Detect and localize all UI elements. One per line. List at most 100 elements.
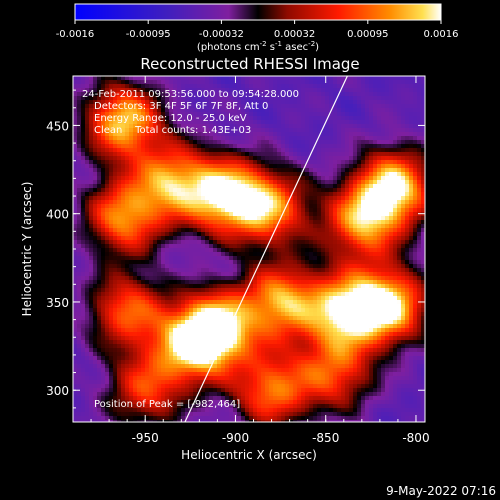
heatmap-cell xyxy=(321,256,325,260)
heatmap-cell xyxy=(313,104,317,108)
heatmap-cell xyxy=(137,136,141,140)
heatmap-cell xyxy=(81,156,85,160)
heatmap-cell xyxy=(285,192,289,196)
heatmap-cell xyxy=(93,120,97,124)
heatmap-cell xyxy=(337,164,341,168)
heatmap-cell xyxy=(233,284,237,288)
heatmap-cell xyxy=(153,168,157,172)
heatmap-cell xyxy=(229,188,233,192)
heatmap-cell xyxy=(165,256,169,260)
heatmap-cell xyxy=(393,184,397,188)
heatmap-cell xyxy=(365,136,369,140)
heatmap-cell xyxy=(249,152,253,156)
heatmap-cell xyxy=(185,148,189,152)
heatmap-cell xyxy=(381,188,385,192)
heatmap-cell xyxy=(237,144,241,148)
heatmap-cell xyxy=(161,232,165,236)
heatmap-cell xyxy=(209,84,213,88)
heatmap-cell xyxy=(193,80,197,84)
heatmap-cell xyxy=(301,172,305,176)
heatmap-cell xyxy=(213,188,217,192)
heatmap-cell xyxy=(193,108,197,112)
heatmap-cell xyxy=(185,120,189,124)
heatmap-cell xyxy=(229,84,233,88)
heatmap-cell xyxy=(389,272,393,276)
heatmap-cell xyxy=(381,216,385,220)
heatmap-cell xyxy=(405,196,409,200)
heatmap-cell xyxy=(357,224,361,228)
heatmap-cell xyxy=(377,248,381,252)
heatmap-cell xyxy=(293,88,297,92)
heatmap-cell xyxy=(357,168,361,172)
heatmap-cell xyxy=(321,296,325,300)
heatmap-cell xyxy=(173,268,177,272)
heatmap-cell xyxy=(121,76,125,80)
heatmap-cell xyxy=(157,252,161,256)
heatmap-cell xyxy=(97,184,101,188)
heatmap-cell xyxy=(297,264,301,268)
heatmap-cell xyxy=(309,120,313,124)
heatmap-cell xyxy=(381,180,385,184)
heatmap-cell xyxy=(177,120,181,124)
heatmap-cell xyxy=(85,100,89,104)
heatmap-cell xyxy=(261,292,265,296)
heatmap-cell xyxy=(217,160,221,164)
heatmap-cell xyxy=(253,156,257,160)
heatmap-cell xyxy=(73,184,77,188)
heatmap-cell xyxy=(257,176,261,180)
heatmap-cell xyxy=(241,180,245,184)
heatmap-cell xyxy=(405,176,409,180)
heatmap-cell xyxy=(145,228,149,232)
heatmap-cell xyxy=(89,172,93,176)
heatmap-cell xyxy=(273,108,277,112)
heatmap-cell xyxy=(97,168,101,172)
heatmap-cell xyxy=(145,240,149,244)
heatmap-cell xyxy=(205,152,209,156)
heatmap-cell xyxy=(325,124,329,128)
heatmap-cell xyxy=(201,268,205,272)
heatmap-cell xyxy=(245,84,249,88)
heatmap-cell xyxy=(281,92,285,96)
heatmap-cell xyxy=(185,236,189,240)
heatmap-cell xyxy=(93,224,97,228)
heatmap-cell xyxy=(413,172,417,176)
heatmap-cell xyxy=(257,228,261,232)
heatmap-cell xyxy=(117,156,121,160)
heatmap-cell xyxy=(281,288,285,292)
heatmap-cell xyxy=(205,164,209,168)
heatmap-cell xyxy=(401,112,405,116)
heatmap-cell xyxy=(105,204,109,208)
heatmap-cell xyxy=(317,88,321,92)
heatmap-cell xyxy=(145,172,149,176)
heatmap-cell xyxy=(305,212,309,216)
heatmap-cell xyxy=(369,236,373,240)
heatmap-cell xyxy=(149,276,153,280)
heatmap-cell xyxy=(417,80,421,84)
heatmap-cell xyxy=(233,112,237,116)
heatmap-cell xyxy=(249,256,253,260)
heatmap-cell xyxy=(285,128,289,132)
heatmap-cell xyxy=(109,288,113,292)
heatmap-cell xyxy=(413,80,417,84)
heatmap-cell xyxy=(257,200,261,204)
heatmap-cell xyxy=(313,248,317,252)
heatmap-cell xyxy=(265,160,269,164)
heatmap-cell xyxy=(137,216,141,220)
heatmap-cell xyxy=(349,124,353,128)
heatmap-cell xyxy=(197,192,201,196)
heatmap-cell xyxy=(133,112,137,116)
heatmap-cell xyxy=(301,268,305,272)
heatmap-cell xyxy=(285,236,289,240)
heatmap-cell xyxy=(185,232,189,236)
heatmap-cell xyxy=(117,188,121,192)
heatmap-cell xyxy=(121,124,125,128)
heatmap-cell xyxy=(225,148,229,152)
heatmap-cell xyxy=(285,180,289,184)
heatmap-cell xyxy=(369,272,373,276)
heatmap-cell xyxy=(193,276,197,280)
heatmap-cell xyxy=(361,164,365,168)
heatmap-cell xyxy=(381,84,385,88)
heatmap-cell xyxy=(277,176,281,180)
heatmap-cell xyxy=(225,132,229,136)
heatmap-cell xyxy=(101,280,105,284)
